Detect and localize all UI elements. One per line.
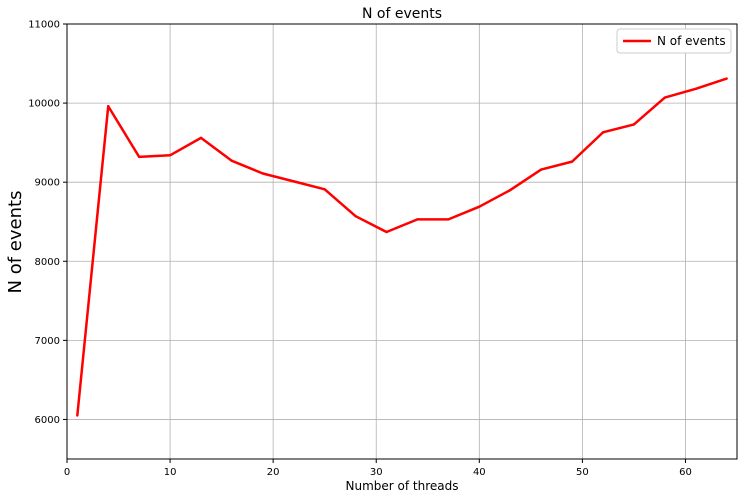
data-point xyxy=(447,218,450,221)
x-axis-ticks: 0 10 20 30 40 50 60 xyxy=(64,459,692,478)
data-point xyxy=(230,159,234,163)
y-tick-label: 8000 xyxy=(35,257,60,268)
chart-title: N of events xyxy=(362,6,442,22)
data-point xyxy=(663,96,667,99)
x-tick-label: 20 xyxy=(267,467,280,478)
y-axis-label: N of events xyxy=(5,191,26,294)
plot-frame xyxy=(66,23,738,460)
data-point xyxy=(261,172,265,175)
data-point xyxy=(416,218,419,221)
x-tick-label: 10 xyxy=(164,467,177,478)
y-tick-label: 11000 xyxy=(28,20,60,31)
data-point xyxy=(323,188,326,191)
x-axis-label: Number of threads xyxy=(346,479,459,493)
legend-label: N of events xyxy=(657,34,726,48)
data-point xyxy=(354,214,357,218)
y-tick-label: 7000 xyxy=(35,336,60,347)
data-point xyxy=(168,154,172,157)
data-point xyxy=(292,180,295,183)
y-tick-label: 10000 xyxy=(28,99,60,110)
data-point xyxy=(601,131,605,134)
legend-box xyxy=(616,28,732,54)
x-tick-label: 60 xyxy=(679,467,692,478)
x-tick-label: 30 xyxy=(370,467,383,478)
data-point xyxy=(199,136,203,140)
data-point xyxy=(725,77,728,80)
y-axis-ticks: 6000 7000 8000 9000 10000 11000 xyxy=(28,20,67,426)
data-point xyxy=(76,414,79,417)
y-tick-label: 9000 xyxy=(35,178,60,189)
data-point xyxy=(632,123,636,126)
series-layer xyxy=(76,77,728,417)
x-tick-label: 0 xyxy=(64,467,70,478)
data-point xyxy=(107,105,110,108)
data-point xyxy=(385,230,388,234)
legend: N of events xyxy=(616,28,732,54)
data-point xyxy=(539,168,543,171)
y-tick-label: 6000 xyxy=(35,415,60,426)
data-point xyxy=(509,188,512,192)
data-point xyxy=(137,155,141,159)
x-tick-label: 40 xyxy=(473,467,486,478)
data-point xyxy=(694,87,697,91)
series-line xyxy=(76,77,728,416)
data-point xyxy=(478,205,481,208)
x-tick-label: 50 xyxy=(576,467,589,478)
data-point xyxy=(570,160,574,163)
